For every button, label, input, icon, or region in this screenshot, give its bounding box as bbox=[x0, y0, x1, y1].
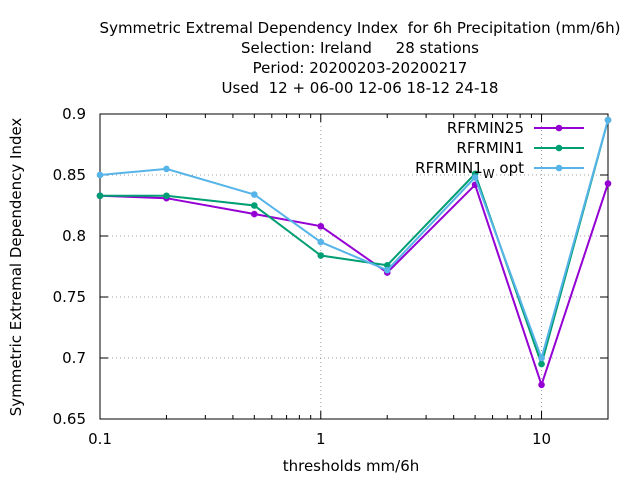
data-point-series-2 bbox=[163, 192, 170, 200]
data-point-series-2 bbox=[383, 261, 391, 269]
data-point-series-2 bbox=[251, 202, 258, 209]
x-tick-label: 10 bbox=[532, 430, 551, 448]
y-tick-label: 0.9 bbox=[62, 105, 86, 123]
data-point-series-1 bbox=[604, 180, 612, 187]
grid-lines bbox=[100, 114, 608, 419]
data-point-series-3 bbox=[251, 191, 258, 198]
plot-frame bbox=[99, 113, 609, 420]
legend-marker-1 bbox=[555, 124, 563, 132]
legend-marker-3 bbox=[555, 164, 563, 172]
data-point-series-3 bbox=[538, 354, 545, 362]
series-group bbox=[96, 116, 612, 389]
title-line-4: Used 12 + 06-00 12-06 18-12 24-18 bbox=[221, 79, 499, 97]
series-line-3 bbox=[99, 119, 609, 362]
legend: RFRMIN25 RFRMIN1 RFRMIN1W opt bbox=[415, 119, 584, 181]
series-line-1 bbox=[99, 182, 609, 388]
data-point-series-3 bbox=[96, 171, 104, 179]
legend-label-3: RFRMIN1W opt bbox=[415, 159, 524, 181]
data-point-series-1 bbox=[317, 222, 325, 230]
data-point-series-3 bbox=[604, 116, 612, 124]
data-point-series-3 bbox=[383, 266, 391, 274]
x-tick-label: 0.1 bbox=[88, 430, 112, 448]
data-point-series-1 bbox=[538, 381, 545, 389]
legend-marker-2 bbox=[555, 144, 563, 152]
data-point-series-3 bbox=[163, 165, 170, 173]
y-tick-label: 0.75 bbox=[53, 288, 86, 306]
x-tick-label: 1 bbox=[316, 430, 326, 448]
legend-label-1: RFRMIN25 bbox=[447, 119, 524, 137]
title-line-1: Symmetric Extremal Dependency Index for … bbox=[99, 19, 621, 37]
data-point-series-2 bbox=[317, 252, 325, 259]
data-point-series-3 bbox=[317, 238, 325, 246]
y-tick-label: 0.8 bbox=[62, 227, 86, 245]
title-line-2: Selection: Ireland 28 stations bbox=[241, 39, 479, 57]
series-line-2 bbox=[100, 119, 609, 368]
legend-label-2: RFRMIN1 bbox=[456, 139, 524, 157]
x-axis-label: thresholds mm/6h bbox=[283, 457, 420, 475]
y-tick-label: 0.65 bbox=[53, 410, 86, 428]
title-line-3: Period: 20200203-20200217 bbox=[252, 59, 468, 77]
data-point-series-3 bbox=[471, 174, 479, 181]
y-tick-label: 0.85 bbox=[53, 166, 86, 184]
data-point-series-2 bbox=[538, 360, 545, 368]
data-point-series-1 bbox=[251, 210, 258, 218]
axis-ticks: 0.65 0.7 0.75 0.8 0.85 0.9 0.1 1 10 bbox=[53, 105, 608, 448]
data-point-series-2 bbox=[96, 192, 104, 200]
chart-title: Symmetric Extremal Dependency Index for … bbox=[0, 18, 640, 98]
y-tick-label: 0.7 bbox=[62, 349, 86, 367]
y-axis-label: Symmetric Extremal Dependency Index bbox=[7, 118, 25, 417]
